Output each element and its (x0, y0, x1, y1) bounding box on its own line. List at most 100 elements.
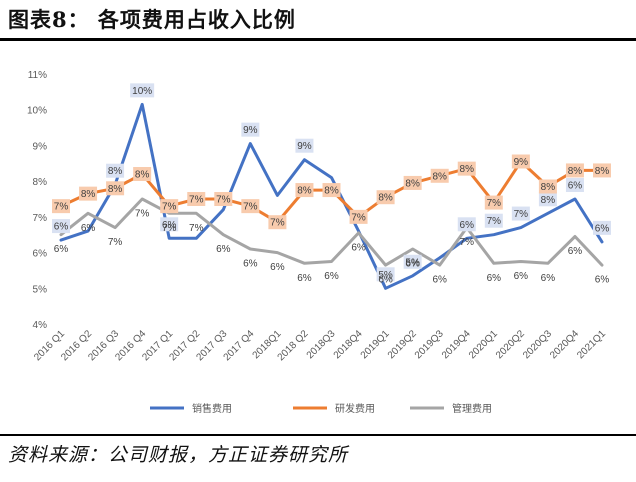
data-label: 7% (189, 223, 204, 234)
data-label-bg (376, 190, 395, 205)
data-label: 6% (487, 273, 502, 284)
data-label: 6% (162, 220, 177, 231)
data-label: 8% (460, 164, 475, 175)
data-label: 6% (54, 244, 69, 255)
data-label-bg (511, 154, 530, 169)
data-label: 7% (216, 195, 231, 206)
data-label: 9% (297, 141, 312, 152)
data-label-bg (565, 163, 584, 178)
data-label: 6% (514, 271, 529, 282)
y-tick-label: 7% (33, 213, 48, 224)
data-label: 8% (108, 166, 123, 177)
data-label-bg (565, 178, 584, 192)
data-label-bg (538, 192, 557, 207)
data-label-bg (295, 183, 314, 198)
data-label-bg (214, 192, 233, 206)
data-label: 8% (595, 166, 610, 177)
y-tick-label: 8% (33, 177, 48, 188)
data-label-bg (295, 138, 314, 153)
x-tick-label: 2020Q3 (521, 328, 554, 361)
data-label: 7% (460, 237, 475, 248)
data-label-bg (52, 219, 70, 234)
data-label: 7% (135, 209, 150, 220)
data-label: 7% (162, 223, 177, 234)
data-label-bg (457, 217, 476, 232)
data-label: 10% (132, 86, 152, 97)
data-label: 6% (351, 242, 366, 253)
data-label: 6% (595, 275, 610, 286)
data-label: 8% (297, 186, 312, 197)
data-label-bg (160, 199, 179, 214)
data-label-bg (484, 195, 503, 210)
data-label-bg (130, 83, 155, 98)
data-label: 5% (378, 270, 393, 281)
series-line-1 (59, 102, 604, 290)
data-label-bg (79, 186, 98, 201)
data-label: 7% (243, 202, 258, 213)
legend-label: 研发费用 (335, 402, 375, 415)
data-label: 8% (432, 171, 447, 182)
data-label: 7% (351, 212, 366, 223)
data-label: 6% (432, 275, 447, 286)
source-divider (0, 434, 636, 436)
series-line-3 (59, 197, 604, 267)
x-tick-label: 2018Q4 (332, 328, 365, 361)
x-tick-label: 2018Q3 (305, 328, 338, 361)
data-label: 6% (405, 259, 420, 270)
x-tick-label: 2020Q4 (548, 328, 581, 361)
x-tick-label: 2019Q1 (359, 328, 392, 361)
data-label-bg (133, 167, 152, 181)
data-label: 6% (297, 273, 312, 284)
data-label-bg (430, 168, 449, 183)
data-label-bg (403, 175, 422, 190)
x-tick-label: 2020Q1 (467, 328, 500, 361)
data-label-bg (593, 163, 611, 178)
data-label: 6% (81, 223, 96, 234)
data-label-bg (268, 215, 287, 230)
data-label: 8% (541, 195, 556, 206)
data-label: 7% (162, 202, 177, 213)
y-tick-label: 10% (27, 106, 47, 117)
legend-label: 销售费用 (192, 402, 232, 415)
data-label: 7% (487, 198, 502, 209)
x-tick-label: 2019Q3 (413, 328, 446, 361)
data-label-bg (322, 183, 341, 198)
data-label-bg (52, 199, 70, 214)
x-tick-label: 2020Q2 (494, 328, 527, 361)
data-label: 8% (81, 189, 96, 200)
legend-label: 管理费用 (452, 402, 492, 415)
data-label: 6% (568, 246, 583, 257)
data-label: 6% (324, 271, 339, 282)
data-label-bg (187, 192, 206, 206)
data-label: 7% (54, 202, 69, 213)
data-label-bg (160, 217, 179, 232)
title-divider (0, 38, 636, 41)
data-label: 7% (189, 195, 204, 206)
data-label: 6% (216, 244, 231, 255)
data-label-bg (457, 161, 476, 176)
data-label-bg (106, 181, 125, 196)
y-tick-label: 5% (33, 284, 48, 295)
data-label-bg (241, 122, 260, 137)
y-tick-label: 11% (28, 70, 47, 81)
data-label: 8% (108, 184, 123, 195)
page-title: 图表8： 各项费用占收入比例 (8, 7, 296, 32)
data-label: 7% (514, 209, 529, 220)
data-label-bg (403, 254, 422, 269)
x-tick-label: 2018 Q2 (276, 328, 311, 363)
data-label: 9% (243, 125, 258, 136)
y-tick-label: 9% (33, 141, 48, 152)
data-label: 8% (135, 170, 150, 181)
data-label: 8% (541, 182, 556, 193)
data-label: 6% (541, 273, 556, 284)
x-tick-label: 2021Q1 (575, 328, 608, 361)
data-label: 8% (568, 166, 583, 177)
data-label: 6% (460, 220, 475, 231)
x-tick-label: 2019Q2 (386, 328, 419, 361)
data-label: 8% (378, 193, 393, 204)
data-label-bg (349, 209, 368, 224)
data-label-bg (106, 163, 125, 178)
data-label: 7% (270, 218, 285, 229)
x-tick-label: 2017 Q4 (222, 328, 257, 363)
